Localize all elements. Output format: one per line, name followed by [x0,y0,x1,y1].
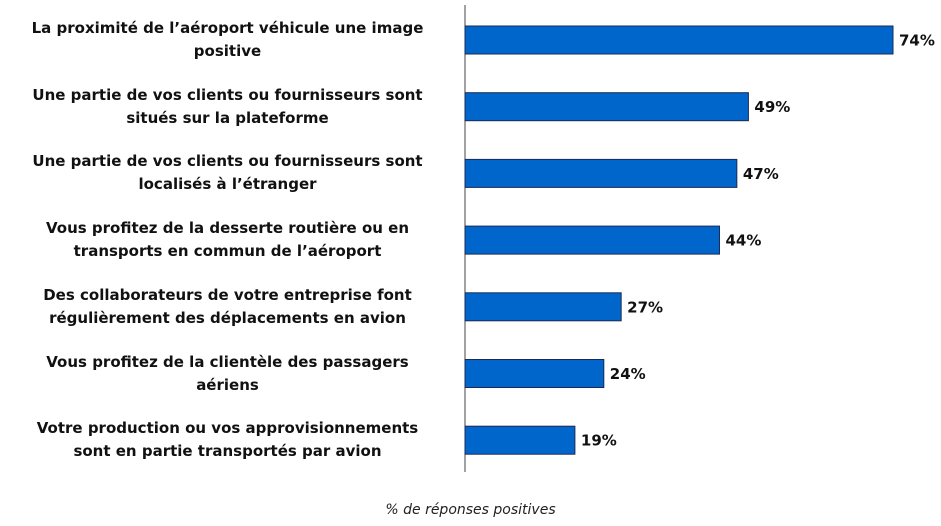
value-label: 27% [627,298,663,316]
category-label: Vous profitez de la desserte routière ou… [45,219,410,261]
category-label: La proximité de l’aéroport véhicule une … [31,19,424,60]
x-axis-label: % de réponses positives [385,502,556,518]
category-label: Votre production ou vos approvisionnemen… [36,419,419,461]
value-label: 44% [725,232,761,250]
value-label: 24% [610,365,646,383]
category-label: Vous profitez de la clientèle des passag… [46,352,409,394]
bar [464,158,738,188]
bar [464,25,894,55]
category-label: Des collaborateurs de votre entreprise f… [43,285,412,327]
value-label: 74% [899,32,935,50]
bar [464,225,720,255]
value-label: 19% [581,432,617,450]
bar [464,92,749,122]
bar [464,292,622,322]
bar [464,425,576,455]
bar [464,359,605,388]
value-label: 47% [743,165,779,183]
value-label: 49% [754,98,790,116]
category-label: Une partie de vos clients ou fournisseur… [32,85,423,127]
category-label: Une partie de vos clients ou fournisseur… [32,152,423,194]
